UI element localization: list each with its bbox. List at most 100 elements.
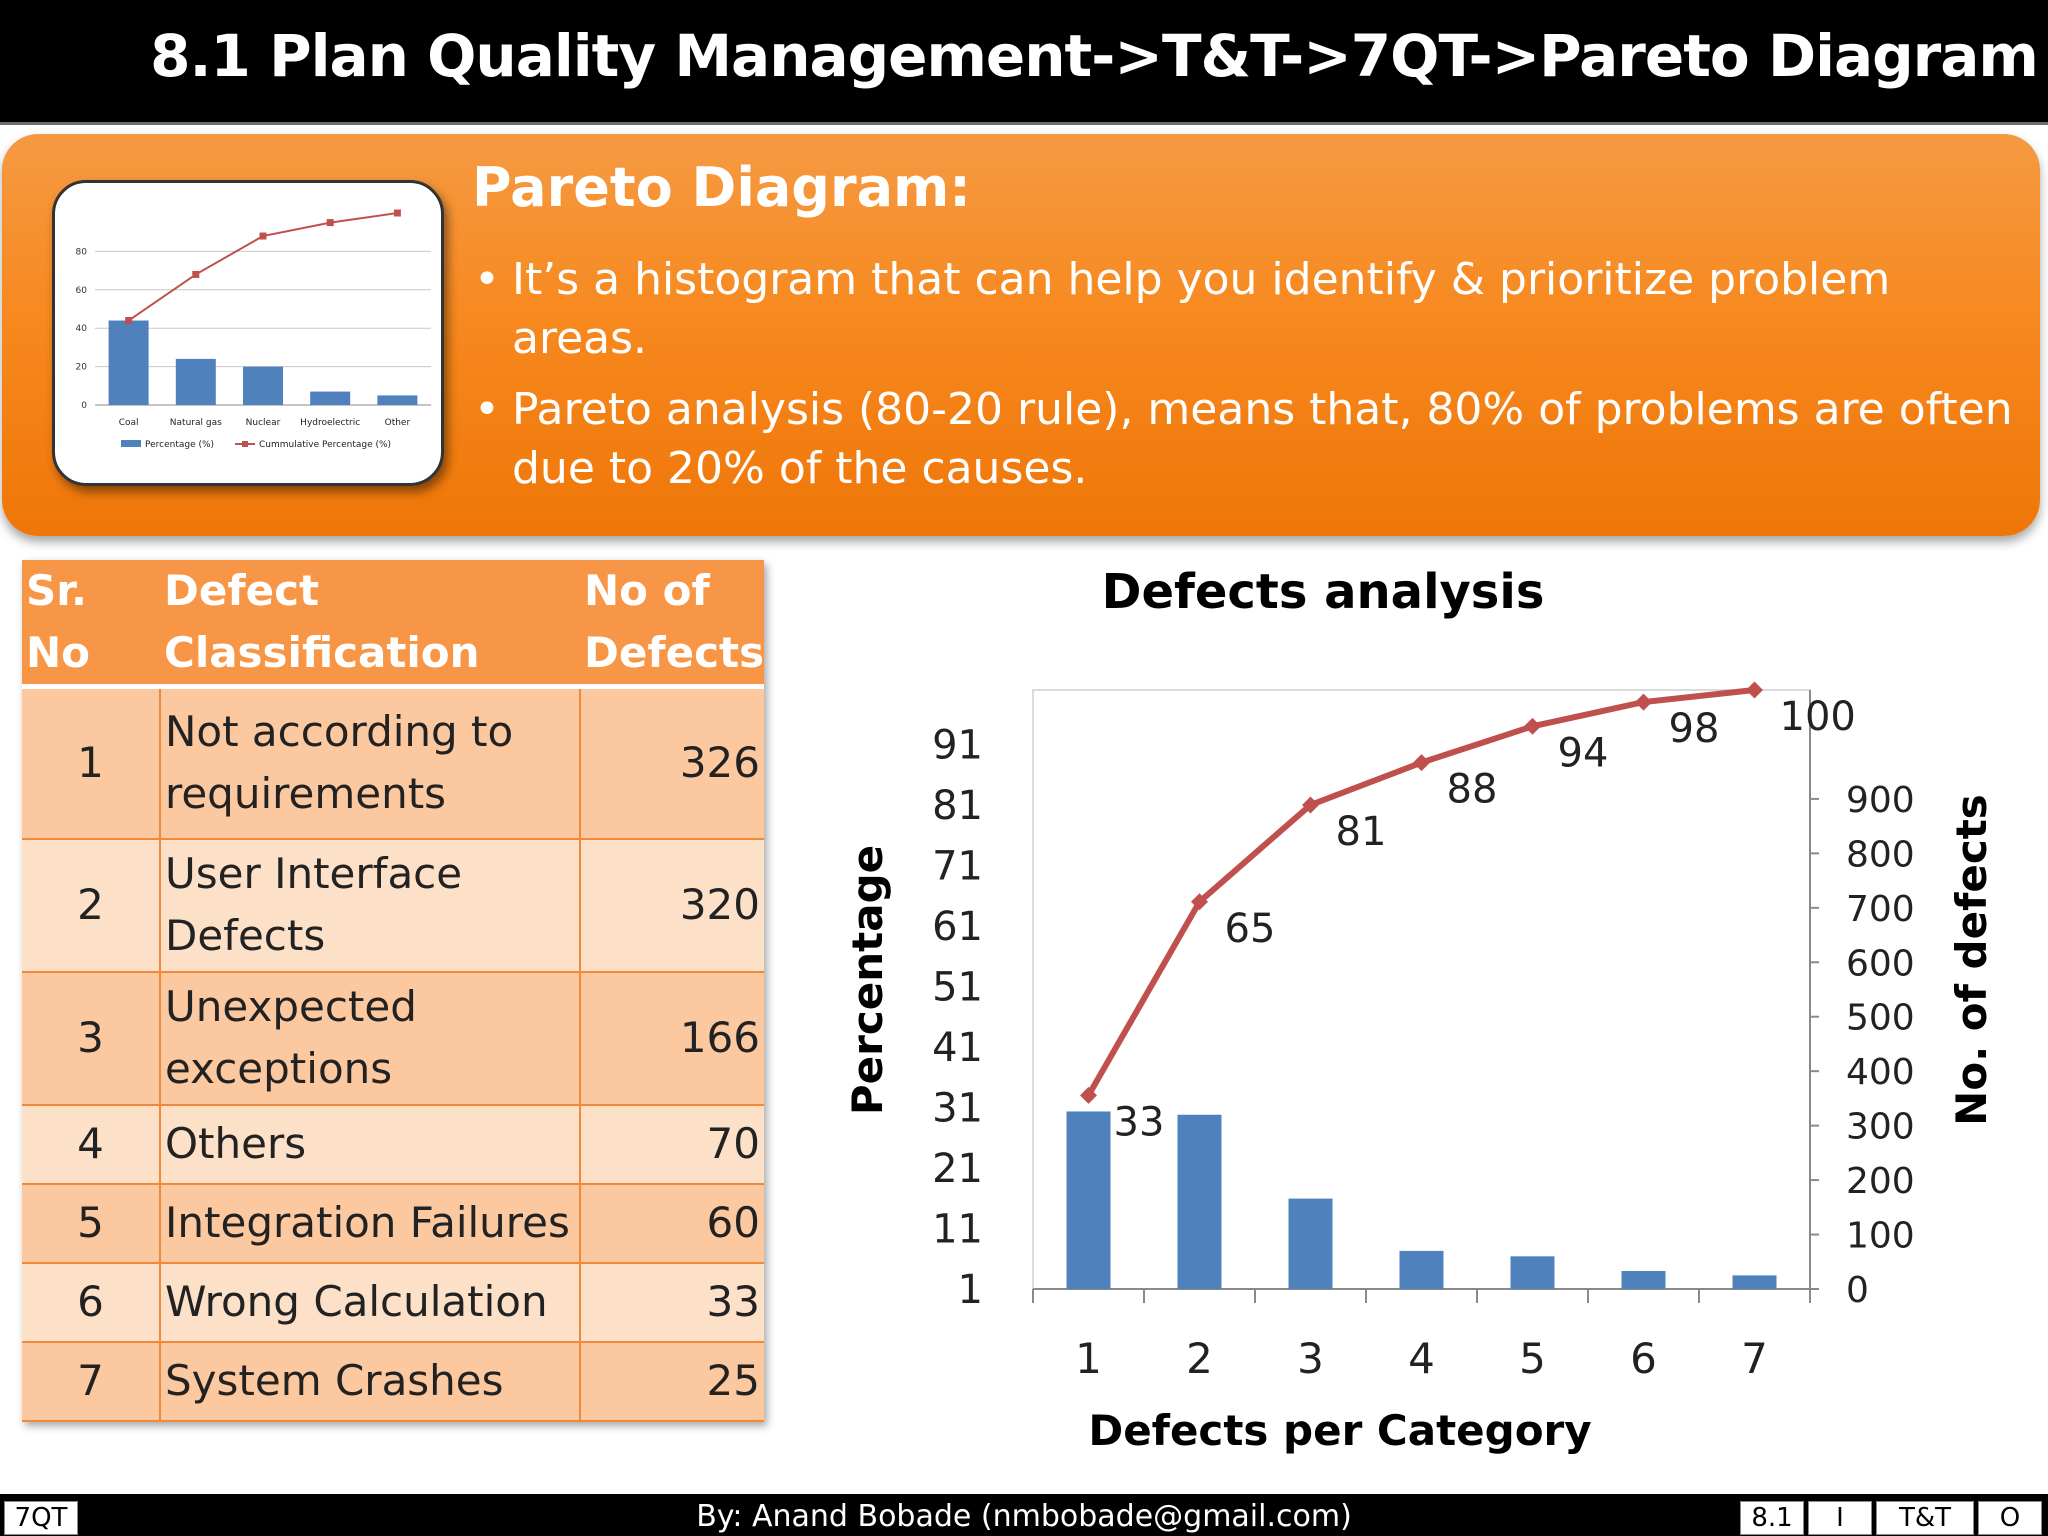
y-tick-label: 0 <box>81 401 87 411</box>
footer-bar: 7QT By: Anand Bobade (nmbobade@gmail.com… <box>0 1494 2048 1536</box>
thumb-bar <box>108 320 149 405</box>
x-tick-label: Coal <box>119 418 139 428</box>
example-pareto-thumbnail: 0 20 40 60 80 Coal Natural gas Nuclear Hydroelec… <box>52 180 444 486</box>
author-credit: By: Anand Bobade (nmbobade@gmail.com) <box>696 1499 1352 1534</box>
cell-count: 326 <box>580 686 764 840</box>
y2-tick-label: 200 <box>1846 1161 1915 1202</box>
cell-sr-no: 6 <box>22 1262 161 1343</box>
cell-count: 25 <box>580 1341 764 1422</box>
defect-count-bar <box>1510 1256 1555 1289</box>
legend-swatch-marker <box>242 441 248 447</box>
thumb-line-point <box>393 209 401 217</box>
cumulative-point-marker <box>1080 1086 1097 1104</box>
bullet-glyph: • <box>474 384 500 435</box>
defect-count-bar <box>1732 1275 1777 1289</box>
cumulative-data-label: 33 <box>1114 1099 1165 1145</box>
x-tick-label: Natural gas <box>170 418 222 428</box>
thumb-line-point <box>259 232 267 240</box>
cell-classification: Unexpected exceptions <box>160 971 581 1106</box>
y2-axis-title: No. of defects <box>1947 794 1996 1126</box>
cell-count: 33 <box>580 1262 764 1343</box>
x-tick-label: 5 <box>1519 1334 1546 1383</box>
cumulative-point-marker <box>1413 754 1430 772</box>
y2-tick-label: 900 <box>1846 780 1915 821</box>
x-tick-label: 6 <box>1630 1334 1657 1383</box>
cell-classification: User Interface Defects <box>160 838 581 973</box>
y2-tick-label: 100 <box>1846 1216 1915 1257</box>
defects-analysis-chart: Defects analysis 1 11 21 31 41 51 61 71 81 91 0 100 2… <box>800 560 2020 1474</box>
x-axis-title: Defects per Category <box>1088 1406 1591 1455</box>
y-tick-label: 91 <box>932 722 983 768</box>
pareto-banner: 0 20 40 60 80 Coal Natural gas Nuclear Hydroelec… <box>2 134 2040 536</box>
cumulative-point-marker <box>1635 693 1652 711</box>
title-bar: 8.1 Plan Quality Management->T&T->7QT->P… <box>0 0 2048 125</box>
table-row: 4 Others 70 <box>22 1104 764 1185</box>
table-row: 6 Wrong Calculation 33 <box>22 1262 764 1343</box>
header-sr-no: Sr. No <box>22 560 160 689</box>
legend-swatch-bar <box>121 440 141 447</box>
y-tick-label: 11 <box>932 1206 983 1252</box>
cell-count: 320 <box>580 838 764 973</box>
y2-tick-label: 400 <box>1846 1052 1915 1093</box>
thumb-line-point <box>125 317 133 325</box>
legend-label-line: Cummulative Percentage (%) <box>259 440 391 450</box>
nav-button-8-1[interactable]: 8.1 <box>1740 1501 1804 1535</box>
cumulative-point-marker <box>1302 796 1319 814</box>
y-tick-label: 40 <box>76 324 88 334</box>
cumulative-point-marker <box>1524 717 1541 735</box>
y-axis-title: Percentage <box>843 845 892 1115</box>
y-tick-label: 1 <box>958 1267 983 1313</box>
cell-sr-no: 5 <box>22 1183 161 1264</box>
cumulative-data-label: 81 <box>1336 809 1387 855</box>
cell-sr-no: 1 <box>22 686 161 840</box>
cell-sr-no: 2 <box>22 838 161 973</box>
y-tick-label: 41 <box>932 1025 983 1071</box>
y-tick-label: 60 <box>76 286 88 296</box>
y-tick-label: 80 <box>76 247 88 257</box>
defects-analysis-svg: Defects analysis111213141516171819101002… <box>843 564 1996 1455</box>
cell-sr-no: 7 <box>22 1341 161 1422</box>
cumulative-point-marker <box>1746 681 1763 699</box>
defects-table-wrapper: Sr. No Defect Classification No of Defec… <box>22 560 764 1422</box>
defects-table: Sr. No Defect Classification No of Defec… <box>22 560 764 1422</box>
y2-tick-label: 0 <box>1846 1270 1869 1311</box>
y-tick-label: 71 <box>932 843 983 889</box>
defect-count-bar <box>1621 1271 1666 1289</box>
x-tick-label: Hydroelectric <box>300 418 360 428</box>
banner-heading: Pareto Diagram: <box>472 156 971 219</box>
cell-sr-no: 3 <box>22 971 161 1106</box>
thumb-line-point <box>326 219 334 227</box>
defect-count-bar <box>1399 1250 1444 1289</box>
nav-button-outputs[interactable]: O <box>1978 1501 2042 1535</box>
thumb-bar <box>377 395 418 405</box>
x-tick-label: 7 <box>1741 1334 1768 1383</box>
bullet-glyph: • <box>474 254 500 305</box>
y2-tick-label: 600 <box>1846 943 1915 984</box>
header-count: No of Defects <box>580 560 764 689</box>
table-row: 3 Unexpected exceptions 166 <box>22 971 764 1106</box>
x-tick-label: Nuclear <box>246 418 281 428</box>
cell-sr-no: 4 <box>22 1104 161 1185</box>
cumulative-data-label: 94 <box>1558 730 1609 776</box>
bullet-item: • Pareto analysis (80-20 rule), means th… <box>474 380 2034 498</box>
nav-button-inputs[interactable]: I <box>1808 1501 1872 1535</box>
page-title: 8.1 Plan Quality Management->T&T->7QT->P… <box>150 22 2039 90</box>
table-row: 1 Not according to requirements 326 <box>22 686 764 840</box>
cell-classification: System Crashes <box>160 1341 581 1422</box>
cell-classification: Others <box>160 1104 581 1185</box>
defect-count-bar <box>1177 1114 1222 1289</box>
y2-tick-label: 500 <box>1846 998 1915 1039</box>
nav-button-tools[interactable]: T&T <box>1876 1501 1974 1535</box>
chart-title: Defects analysis <box>1102 564 1545 620</box>
y-tick-label: 51 <box>932 964 983 1010</box>
y2-tick-label: 700 <box>1846 889 1915 930</box>
cumulative-data-label: 98 <box>1669 706 1720 752</box>
thumb-bar <box>243 366 283 405</box>
y-tick-label: 81 <box>932 783 983 829</box>
x-tick-label: 3 <box>1297 1334 1324 1383</box>
cell-count: 70 <box>580 1104 764 1185</box>
cell-classification: Wrong Calculation <box>160 1262 581 1343</box>
tab-7qt[interactable]: 7QT <box>4 1501 78 1535</box>
cell-classification: Integration Failures <box>160 1183 581 1264</box>
bullet-text: It’s a histogram that can help you ident… <box>512 254 1891 364</box>
